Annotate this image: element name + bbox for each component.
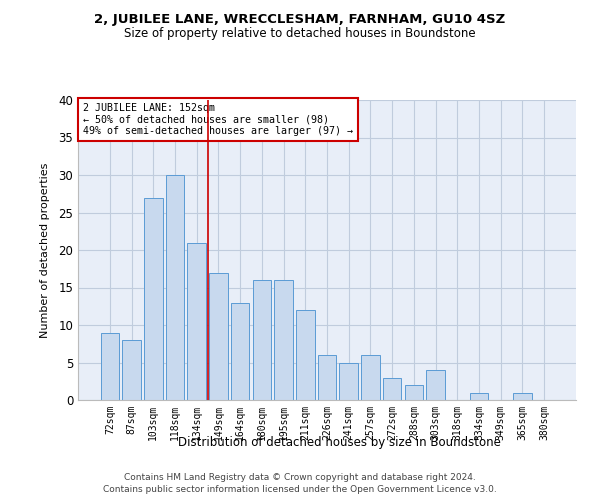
Bar [231,302,250,400]
Bar [470,392,488,400]
Text: Contains public sector information licensed under the Open Government Licence v3: Contains public sector information licen… [103,485,497,494]
Bar [187,242,206,400]
Bar [209,272,227,400]
Bar [101,332,119,400]
Text: 2, JUBILEE LANE, WRECCLESHAM, FARNHAM, GU10 4SZ: 2, JUBILEE LANE, WRECCLESHAM, FARNHAM, G… [94,12,506,26]
Bar [296,310,314,400]
Bar [318,355,336,400]
Bar [513,392,532,400]
Y-axis label: Number of detached properties: Number of detached properties [40,162,50,338]
Bar [383,378,401,400]
Bar [144,198,163,400]
Bar [361,355,380,400]
Bar [122,340,141,400]
Text: Contains HM Land Registry data © Crown copyright and database right 2024.: Contains HM Land Registry data © Crown c… [124,472,476,482]
Bar [340,362,358,400]
Bar [166,175,184,400]
Text: 2 JUBILEE LANE: 152sqm
← 50% of detached houses are smaller (98)
49% of semi-det: 2 JUBILEE LANE: 152sqm ← 50% of detached… [83,103,353,136]
Bar [404,385,423,400]
Text: Size of property relative to detached houses in Boundstone: Size of property relative to detached ho… [124,28,476,40]
Text: Distribution of detached houses by size in Boundstone: Distribution of detached houses by size … [178,436,500,449]
Bar [427,370,445,400]
Bar [274,280,293,400]
Bar [253,280,271,400]
